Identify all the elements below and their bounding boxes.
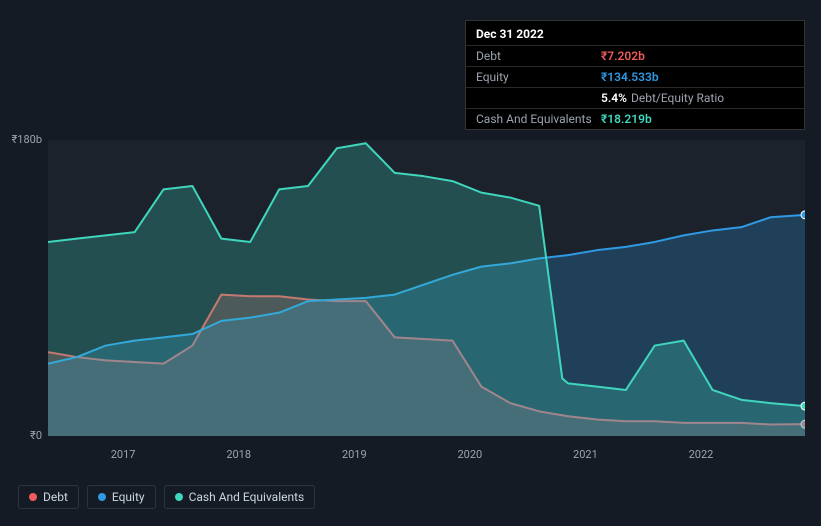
tooltip-row: Debt₹7.202b	[466, 45, 804, 66]
tooltip-row-label	[476, 91, 601, 105]
x-axis-label: 2022	[689, 448, 714, 461]
legend-swatch	[98, 493, 106, 501]
chart-legend: Debt Equity Cash And Equivalents	[18, 485, 315, 509]
chart-tooltip: Dec 31 2022 Debt₹7.202bEquity₹134.533b5.…	[465, 20, 805, 130]
y-axis-label: ₹0	[0, 429, 42, 442]
tooltip-row-suffix: Debt/Equity Ratio	[631, 91, 724, 105]
legend-item-equity[interactable]: Equity	[87, 485, 156, 509]
tooltip-row-value: ₹7.202b	[601, 49, 645, 63]
legend-item-debt[interactable]: Debt	[18, 485, 79, 509]
tooltip-row-label: Equity	[476, 70, 601, 84]
x-axis-label: 2020	[457, 448, 482, 461]
x-axis-label: 2019	[342, 448, 367, 461]
legend-swatch	[29, 493, 37, 501]
tooltip-row: Equity₹134.533b	[466, 66, 804, 87]
legend-label: Debt	[43, 490, 68, 504]
chart-svg	[48, 140, 805, 436]
x-axis-label: 2018	[226, 448, 251, 461]
legend-label: Equity	[112, 490, 145, 504]
tooltip-row-value: 5.4%	[601, 91, 627, 105]
tooltip-date: Dec 31 2022	[466, 21, 804, 45]
legend-label: Cash And Equivalents	[189, 490, 305, 504]
chart-plot-area	[48, 140, 805, 436]
tooltip-row-label: Debt	[476, 49, 601, 63]
series-end-marker	[801, 402, 805, 410]
tooltip-row-value: ₹18.219b	[601, 112, 652, 126]
x-axis-label: 2017	[111, 448, 136, 461]
x-axis-label: 2021	[573, 448, 598, 461]
tooltip-row-label: Cash And Equivalents	[476, 112, 601, 126]
tooltip-row: 5.4% Debt/Equity Ratio	[466, 87, 804, 108]
tooltip-row-value: ₹134.533b	[601, 70, 659, 84]
series-end-marker	[801, 211, 805, 219]
legend-swatch	[175, 493, 183, 501]
tooltip-row: Cash And Equivalents₹18.219b	[466, 108, 804, 129]
y-axis-label: ₹180b	[0, 133, 42, 146]
legend-item-cash-and-equivalents[interactable]: Cash And Equivalents	[164, 485, 316, 509]
